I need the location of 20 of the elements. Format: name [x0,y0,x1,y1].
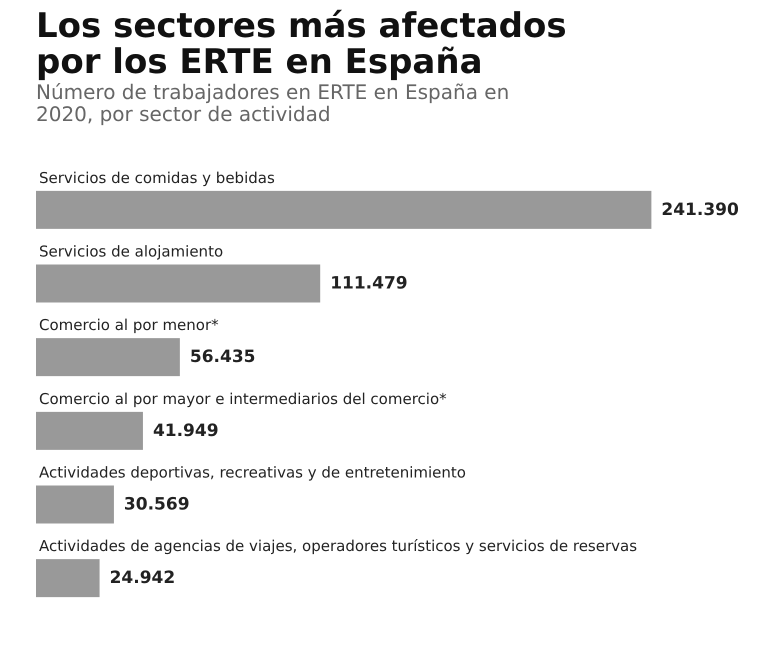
y-tick-label: Comercio al por mayor e intermediarios del comercio* [39,390,448,408]
data-label: 24.942 [110,568,176,588]
bar [36,338,180,376]
data-label: 56.435 [190,347,256,368]
data-label: 241.390 [661,200,739,220]
bar [36,559,100,598]
y-tick-label: Servicios de comidas y bebidas [39,168,275,187]
data-label: 111.479 [330,274,408,294]
data-label: 41.949 [152,420,219,441]
bar [36,412,143,450]
data-label: 30.569 [124,494,190,514]
bar [36,264,320,302]
chart-title: Los sectores más afectados por los ERTE en España [36,6,567,82]
bar [36,190,652,229]
chart-subtitle: Número de trabajadores en ERTE en España en 2020, por sector de actividad [36,80,510,126]
y-tick-label: Actividades de agencias de viajes, operadores turísticos y servicios de reservas [39,537,638,556]
bar [36,486,114,524]
y-tick-label: Comercio al por menor* [39,316,220,334]
y-tick-label: Actividades deportivas, recreativas y de entretenimiento [39,464,466,482]
y-tick-label: Servicios de alojamiento [39,242,224,260]
